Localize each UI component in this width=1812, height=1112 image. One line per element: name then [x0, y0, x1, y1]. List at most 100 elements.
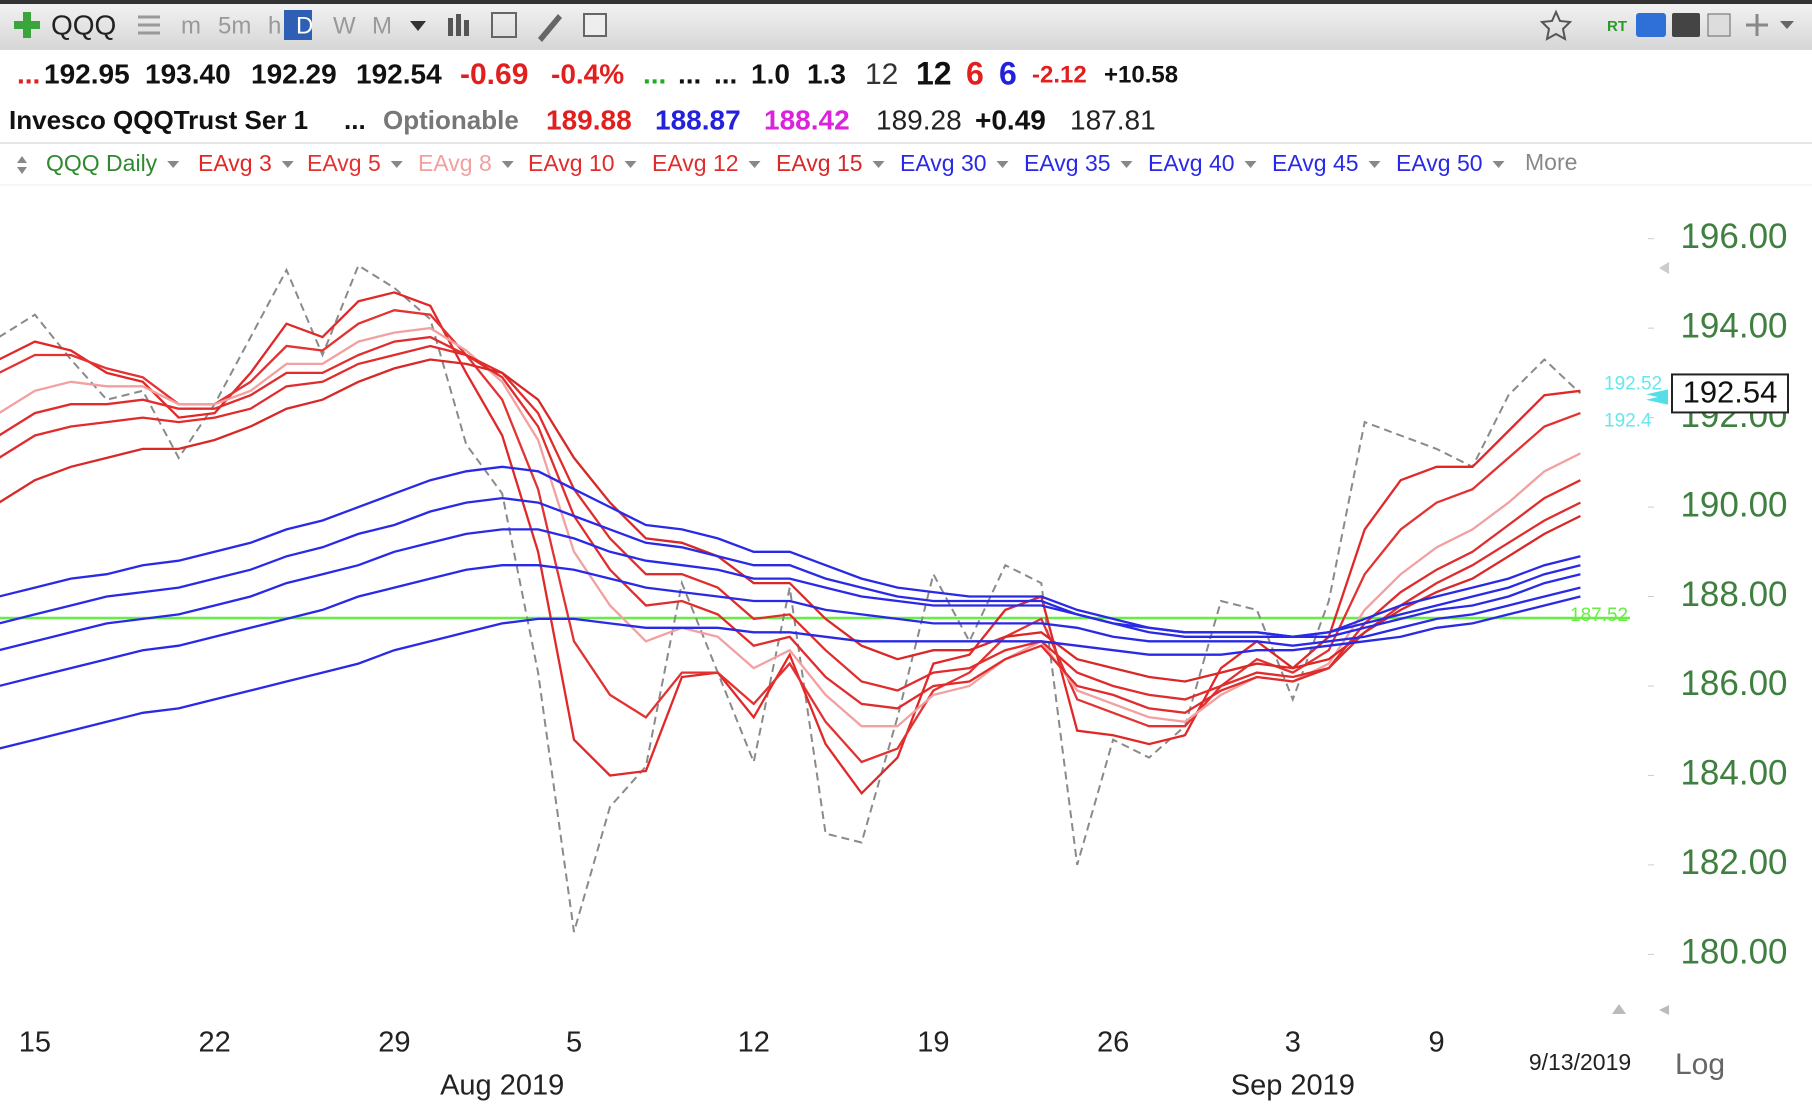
info-field: 188.87 [655, 104, 741, 135]
series-line [0, 465, 1581, 638]
info-field: 188.42 [764, 104, 850, 135]
month-label: Aug 2019 [440, 1070, 564, 1102]
legend-dropdown[interactable] [1492, 161, 1505, 168]
legend-dropdown[interactable] [1120, 161, 1133, 168]
scroll-arrow-top[interactable] [1659, 262, 1669, 274]
quote-field: +10.58 [1104, 61, 1178, 88]
quote-field: 192.54 [356, 58, 442, 89]
series-line [0, 326, 1581, 728]
series-line [0, 595, 1581, 750]
legend-dropdown[interactable] [748, 161, 761, 168]
rt-indicator[interactable]: RT [1607, 18, 1627, 35]
legend-dropdown[interactable] [1368, 161, 1381, 168]
note-icon[interactable] [583, 13, 607, 37]
x-tick-label: 12 [738, 1027, 770, 1059]
legend-dropdown[interactable] [390, 161, 403, 168]
price-box [1671, 373, 1789, 414]
legend-entry[interactable]: EAvg 30 [900, 150, 987, 176]
period-selected[interactable] [284, 10, 312, 40]
x-tick-label: 29 [378, 1027, 410, 1059]
period-button[interactable]: m [181, 12, 201, 39]
y-tick-label: 194.00 [1680, 306, 1787, 345]
legend-dropdown[interactable] [624, 161, 637, 168]
y-tick-label: 182.00 [1680, 843, 1787, 882]
legend-entry[interactable]: EAvg 10 [528, 150, 615, 176]
info-field: Optionable [383, 105, 519, 135]
scroll-arrows[interactable] [1612, 1004, 1669, 1015]
symbol[interactable]: QQQ [51, 9, 116, 40]
series-line [0, 264, 1582, 933]
chart-type-icon[interactable] [448, 14, 469, 36]
x-tick-label: 3 [1285, 1027, 1301, 1059]
series-line [0, 291, 1581, 796]
legend-entry[interactable]: EAvg 3 [198, 150, 272, 176]
marker-arrow [1646, 394, 1668, 405]
quote-field: ... [643, 58, 666, 89]
quote-field: 6 [999, 55, 1017, 91]
quote-field: 1.3 [807, 58, 846, 89]
legend-entry[interactable]: EAvg 40 [1148, 150, 1235, 176]
add-button[interactable] [14, 12, 40, 38]
price-box-label: 192.54 [1683, 375, 1778, 410]
quote-field: -0.4% [551, 58, 624, 89]
series-line [0, 496, 1581, 638]
table-icon[interactable] [491, 12, 517, 38]
info-field: 189.28 [876, 104, 962, 135]
dropdown[interactable] [410, 21, 426, 31]
month-label: Sep 2019 [1231, 1070, 1355, 1102]
legend-entry[interactable]: EAvg 50 [1396, 150, 1483, 176]
legend-entry[interactable]: EAvg 8 [418, 150, 492, 176]
series-line [0, 528, 1581, 652]
y-tick-label: 196.00 [1680, 217, 1787, 256]
period-button[interactable]: 5m [218, 12, 251, 39]
legend-entry[interactable]: EAvg 35 [1024, 150, 1111, 176]
legend-entry[interactable]: EAvg 5 [307, 150, 381, 176]
legend-dropdown[interactable] [1244, 161, 1257, 168]
draw-icon[interactable] [538, 14, 562, 42]
legend-dropdown[interactable] [501, 161, 514, 168]
y-tick-label: 184.00 [1680, 754, 1787, 793]
legend-dropdown[interactable] [996, 161, 1009, 168]
legend-dropdown[interactable] [872, 161, 885, 168]
last-date: 9/13/2019 [1529, 1049, 1631, 1075]
legend-entry[interactable]: EAvg 45 [1272, 150, 1359, 176]
y-tick-label: 186.00 [1680, 664, 1787, 703]
marker-label: 192.4 [1604, 411, 1652, 432]
more-button[interactable]: More [1525, 149, 1577, 175]
star-icon[interactable] [1539, 9, 1573, 41]
x-tick-label: 9 [1429, 1027, 1445, 1059]
series-line [0, 564, 1581, 687]
list-icon[interactable] [138, 15, 160, 35]
legend-entry[interactable]: EAvg 12 [652, 150, 739, 176]
quote-field: ... [714, 58, 737, 89]
quote-field: 12 [865, 58, 898, 91]
move-icon[interactable] [1746, 14, 1768, 36]
period-button[interactable]: h [268, 12, 281, 39]
quote-field: 12 [916, 55, 952, 91]
legend-entry[interactable]: EAvg 15 [776, 150, 863, 176]
log-button[interactable]: Log [1675, 1048, 1725, 1081]
quote-field: -0.69 [460, 58, 528, 91]
quote-field: -2.12 [1032, 61, 1087, 88]
series-line [0, 344, 1581, 701]
legend-entry[interactable]: QQQ Daily [46, 150, 158, 176]
save-icon[interactable] [1707, 13, 1731, 37]
series-line [0, 335, 1581, 714]
t-button[interactable] [1672, 13, 1700, 37]
quote-field: 193.40 [145, 58, 231, 89]
legend-dropdown[interactable] [167, 161, 180, 168]
y-tick-label: 188.00 [1680, 575, 1787, 614]
x-tick-label: 19 [917, 1027, 949, 1059]
quote-field: 6 [966, 55, 984, 91]
period-button[interactable]: M [372, 12, 392, 39]
period-button[interactable]: D [296, 12, 313, 39]
s-button[interactable] [1636, 13, 1666, 37]
quote-field: 1.0 [751, 58, 790, 89]
menu-dropdown[interactable] [1780, 21, 1794, 29]
period-button[interactable]: W [333, 12, 356, 39]
legend-dropdown[interactable] [281, 161, 294, 168]
x-tick-label: 15 [19, 1027, 51, 1059]
sort-handle[interactable] [17, 156, 27, 174]
level-label: 187.52 [1570, 605, 1628, 626]
